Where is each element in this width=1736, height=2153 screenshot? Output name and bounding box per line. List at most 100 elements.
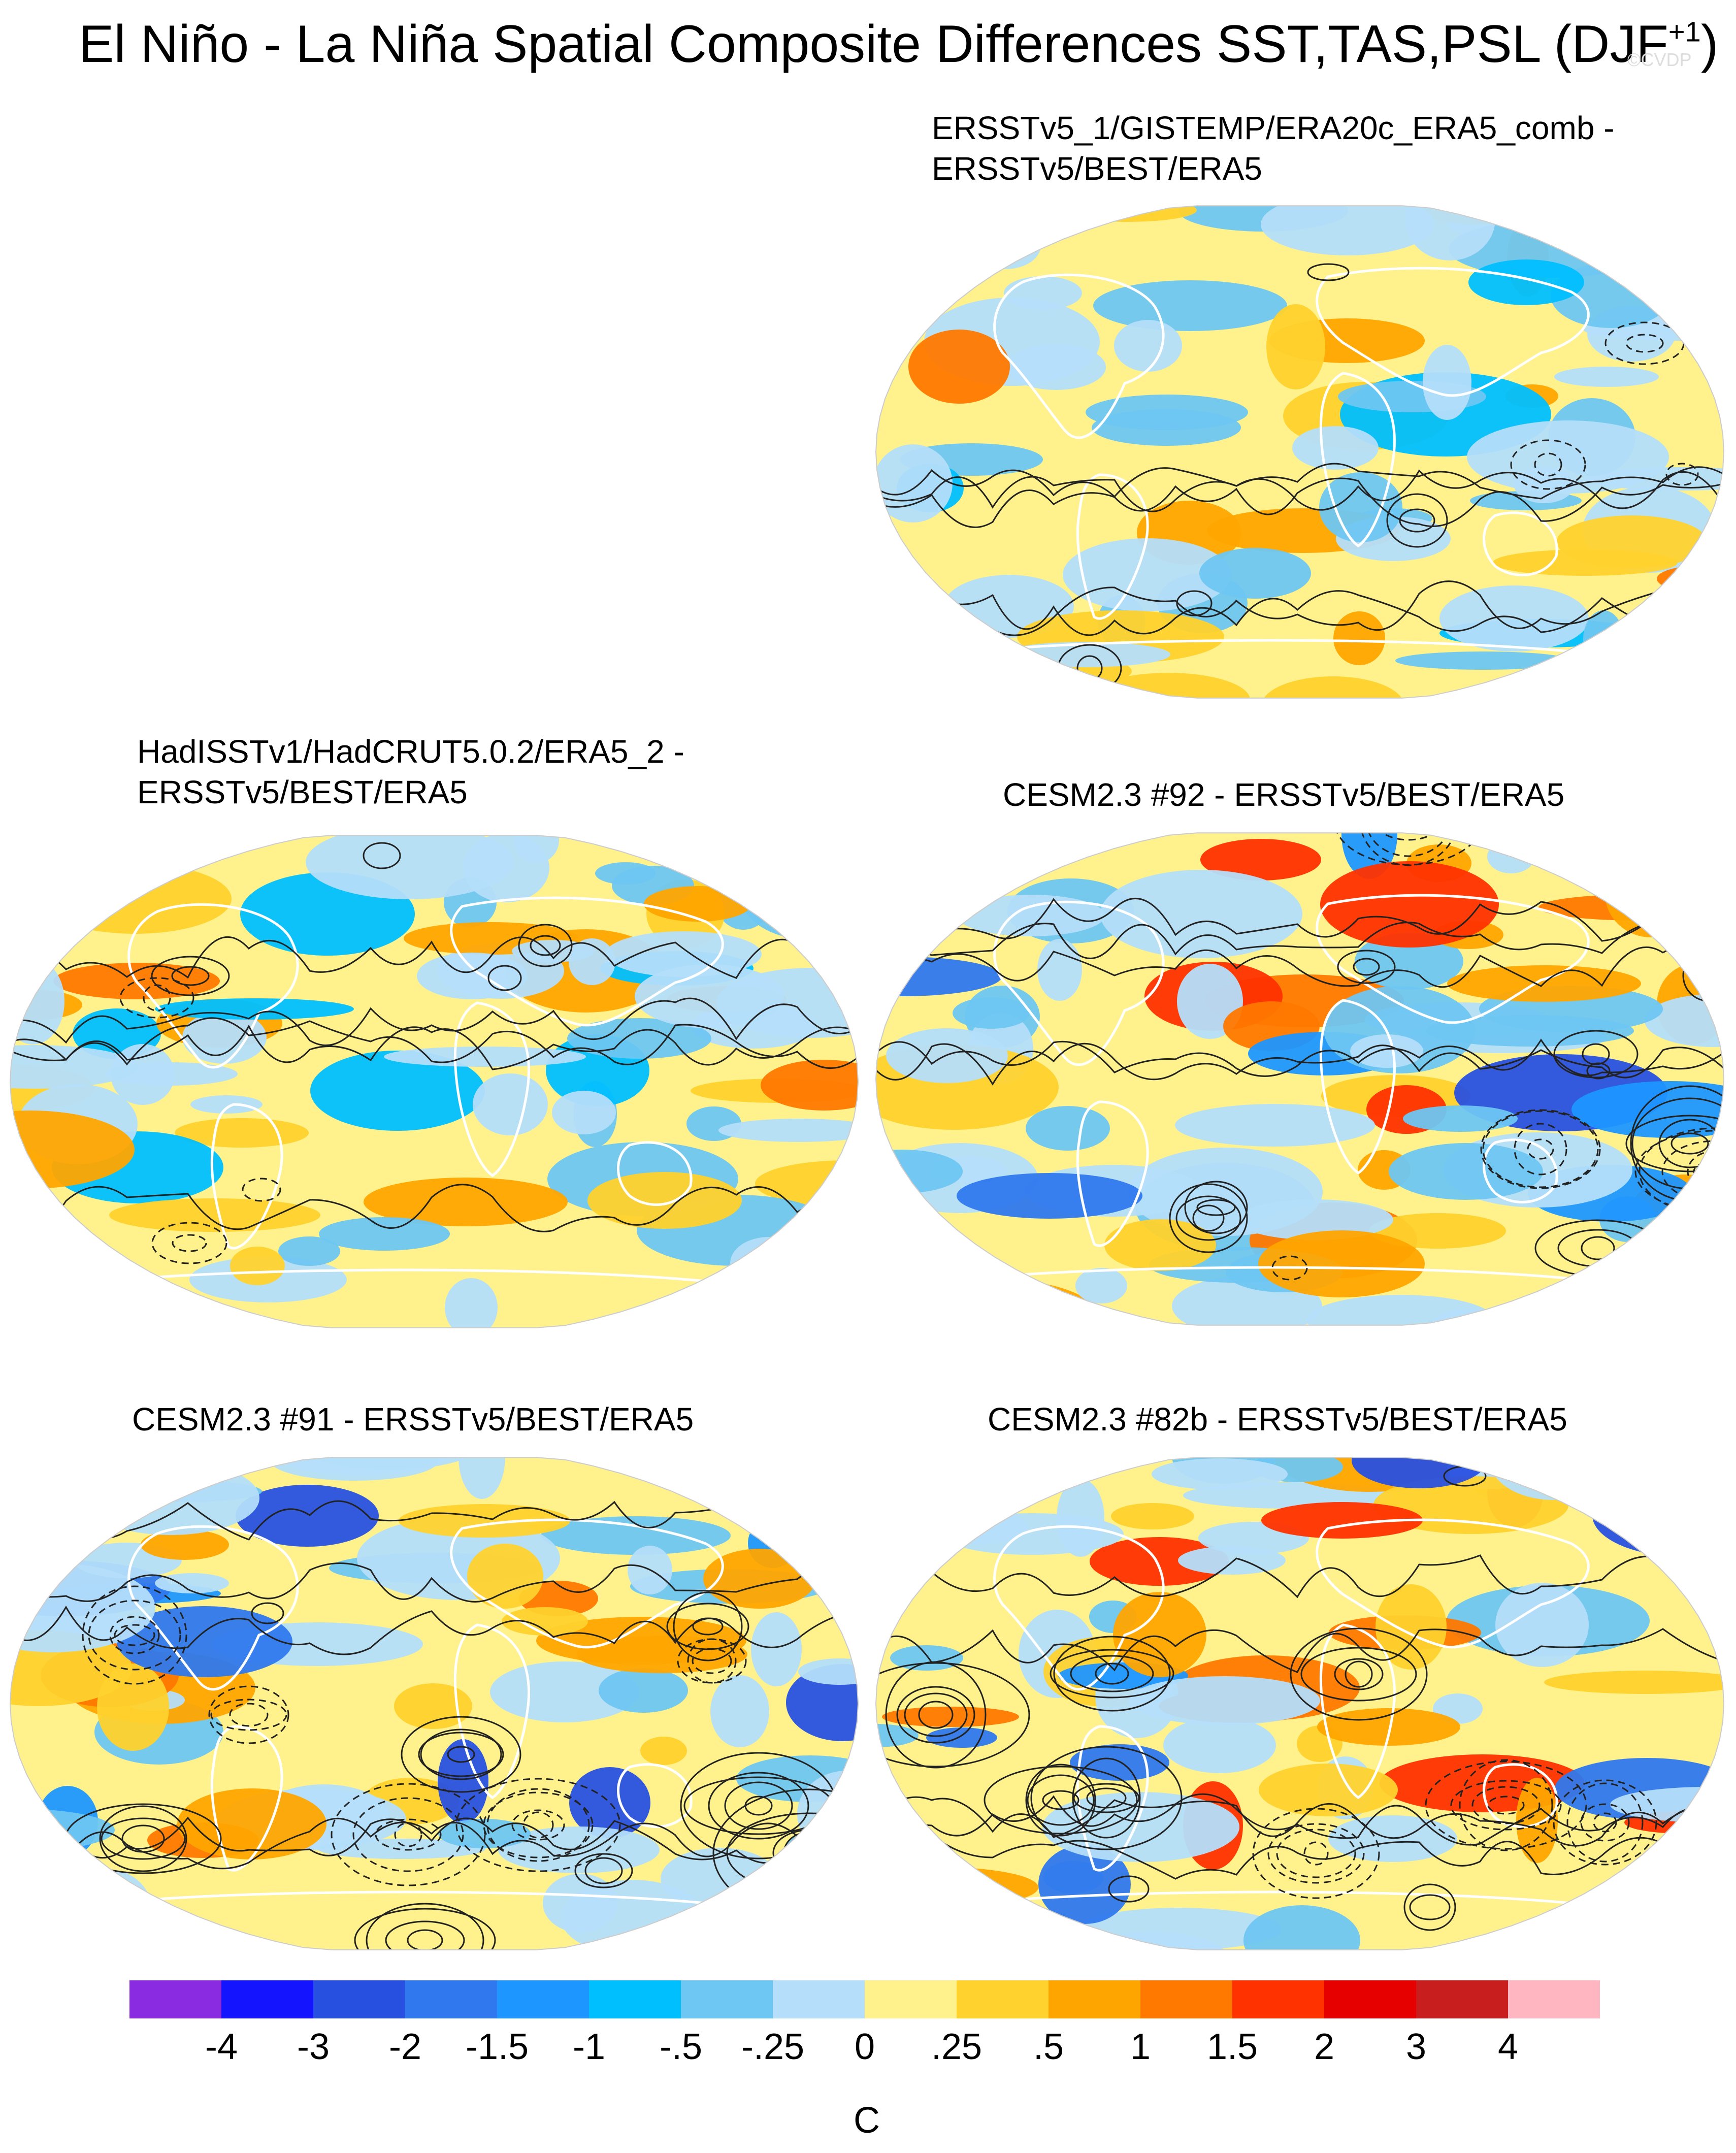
psl-zero-contour <box>10 1817 858 1870</box>
psl-zero-contour <box>876 469 1724 512</box>
anomaly-region <box>177 1788 326 1860</box>
psl-contour <box>1388 833 1429 834</box>
psl-zero-contour <box>876 1628 1724 1673</box>
psl-contour <box>101 1817 186 1860</box>
psl-contour <box>1425 1760 1587 1850</box>
psl-contour <box>420 1728 502 1780</box>
anomaly-region <box>117 1606 292 1677</box>
psl-contour <box>418 1732 504 1777</box>
psl-contour <box>584 1857 623 1884</box>
coastline <box>453 1623 530 1800</box>
anomaly-region <box>1262 676 1404 698</box>
psl-contour <box>876 1223 928 1269</box>
psl-contour <box>1386 493 1448 548</box>
coastline <box>450 1518 724 1649</box>
psl-contour <box>904 1692 968 1737</box>
map-border <box>875 1457 1725 1950</box>
psl-contour <box>1471 1786 1541 1824</box>
anomaly-region <box>1576 1457 1722 1513</box>
psl-contour <box>487 965 522 991</box>
anomaly-region <box>1471 688 1615 698</box>
anomaly-region <box>1199 548 1311 599</box>
anomaly-region <box>1592 1916 1724 1950</box>
psl-contour <box>1570 1924 1602 1949</box>
psl-contour <box>171 966 210 986</box>
anomaly-region <box>22 1262 139 1291</box>
psl-contour <box>1184 1181 1248 1234</box>
psl-contour <box>1271 1255 1308 1281</box>
anomaly-region <box>644 886 751 922</box>
psl-contour <box>251 1602 284 1624</box>
psl-zero-contour <box>876 580 1724 636</box>
psl-contour <box>1290 1627 1428 1721</box>
psl-contour <box>394 1822 422 1847</box>
psl-contour <box>210 1699 287 1731</box>
panel-title: ERSSTv5_1/GISTEMP/ERA20c_ERA5_comb - ERS… <box>932 110 1615 187</box>
anomaly-region <box>109 1198 320 1232</box>
anomaly-region <box>1405 206 1495 260</box>
anomaly-region <box>1075 1268 1127 1303</box>
anomaly-region <box>502 1607 588 1636</box>
robinson-map <box>9 835 859 1328</box>
psl-zero-contour <box>10 997 858 1047</box>
anomaly-region <box>1200 839 1321 880</box>
anomaly-region <box>710 1675 769 1747</box>
coastline <box>993 273 1165 439</box>
anomaly-region <box>1426 1015 1634 1047</box>
anomaly-region <box>82 1461 259 1535</box>
anomaly-region <box>10 1851 75 1917</box>
coastline <box>1319 1623 1396 1800</box>
colorbar-swatch <box>589 1980 681 2018</box>
anomaly-region <box>599 1668 688 1713</box>
psl-contour <box>794 1843 825 1863</box>
psl-contour <box>1353 958 1380 976</box>
anomaly-region <box>1057 1479 1104 1557</box>
anomaly-region <box>1468 259 1584 305</box>
psl-contour <box>1409 1894 1451 1920</box>
psl-contour <box>151 1222 227 1264</box>
coastline <box>1483 511 1558 576</box>
psl-contour <box>486 1788 590 1862</box>
colorbar-tick-label: -2 <box>388 2027 422 2067</box>
anomaly-region <box>640 1737 687 1765</box>
anomaly-region <box>10 1111 135 1189</box>
anomaly-region <box>10 1563 155 1652</box>
psl-contour <box>708 1772 809 1840</box>
anomaly-region <box>731 1886 858 1906</box>
anomaly-region <box>876 206 905 229</box>
psl-contour <box>1042 1790 1079 1810</box>
anomaly-region <box>1175 1104 1375 1147</box>
anomaly-region <box>1266 304 1325 389</box>
colorbar-unit: C <box>854 2100 880 2141</box>
anomaly-region <box>141 1529 229 1560</box>
colorbar-tick-label: -3 <box>297 2027 330 2067</box>
anomaly-region <box>957 895 1105 936</box>
anomaly-region <box>798 1658 858 1685</box>
anomaly-region <box>1395 651 1571 670</box>
anomaly-region <box>1640 1912 1724 1950</box>
anomaly-region <box>1317 1708 1460 1746</box>
coastline <box>1022 639 1583 698</box>
psl-contour <box>1510 439 1586 490</box>
anomaly-region <box>541 1516 731 1555</box>
psl-contour <box>1480 1109 1601 1189</box>
anomaly-region <box>1319 472 1402 542</box>
anomaly-region <box>882 1896 993 1935</box>
psl-contour <box>1025 1764 1096 1837</box>
anomaly-region <box>278 1236 340 1266</box>
panel-title: HadISSTv1/HadCRUT5.0.2/ERA5_2 - ERSSTv5/… <box>137 733 684 810</box>
psl-contour <box>99 1805 187 1872</box>
anomaly-region <box>543 1874 618 1933</box>
coastline <box>1483 1763 1558 1828</box>
anomaly-region <box>155 1573 229 1593</box>
anomaly-region <box>939 206 1029 251</box>
psl-contour <box>407 1929 443 1950</box>
anomaly-region <box>1284 1442 1370 1455</box>
anomaly-region <box>569 1767 650 1838</box>
psl-contour <box>772 1829 846 1877</box>
psl-zero-contour <box>876 590 1724 636</box>
anomaly-region <box>1369 1213 1506 1249</box>
psl-contour <box>88 1600 181 1671</box>
robinson-map <box>875 1442 1725 1950</box>
anomaly-region <box>1565 1288 1686 1325</box>
